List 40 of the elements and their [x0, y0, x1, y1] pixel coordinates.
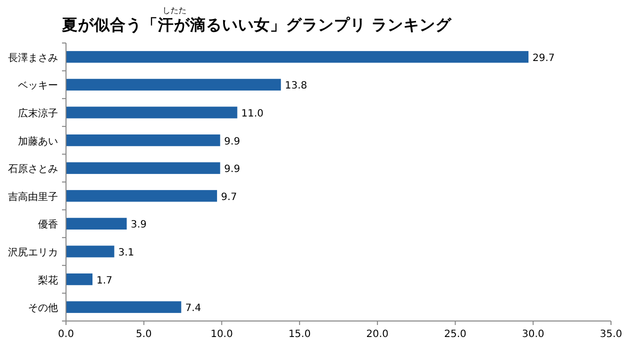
x-tick-label: 25.0 [444, 329, 466, 340]
x-tick-label: 15.0 [288, 329, 311, 340]
data-label: 9.9 [224, 136, 240, 148]
data-label: 13.8 [284, 80, 308, 92]
y-tick-label: 長澤まさみ [8, 52, 58, 64]
data-label: 9.7 [221, 192, 237, 203]
x-tick-label: 5.0 [136, 329, 152, 340]
bar [66, 273, 92, 286]
y-tick-label: 広末涼子 [18, 108, 58, 120]
y-tick-label: 加藤あい [18, 135, 58, 148]
y-tick-label: 石原さとみ [8, 164, 58, 176]
data-label: 3.9 [130, 220, 147, 231]
bar [66, 190, 218, 202]
chart-title: 夏が似合う「汗が滴るいい女」グランプリ ランキング [61, 16, 452, 34]
x-tick-label: 35.0 [600, 329, 622, 340]
data-label: 7.4 [185, 303, 202, 314]
x-tick-label: 10.0 [210, 329, 233, 340]
x-tick-label: 0.0 [58, 329, 74, 340]
data-label: 1.7 [96, 275, 112, 286]
data-label: 9.9 [224, 164, 240, 176]
bar [66, 301, 182, 313]
data-label: 29.7 [532, 52, 555, 64]
data-label: 3.1 [118, 248, 134, 258]
x-tick-label: 30.0 [522, 329, 544, 340]
x-tick-label: 20.0 [366, 329, 389, 340]
bar [66, 134, 220, 146]
y-tick-label: 梨花 [38, 274, 58, 286]
text: したた [162, 6, 187, 15]
bar [66, 246, 114, 258]
bar [66, 51, 528, 63]
bar [66, 218, 127, 230]
bar [66, 162, 220, 174]
y-tick-label: ベッキー [18, 80, 58, 92]
bar [66, 106, 238, 118]
data-label: 11.0 [241, 108, 264, 120]
y-tick-label: 沢尻エリカ [8, 246, 58, 258]
bar [66, 78, 281, 91]
y-tick-label: 吉高由里子 [8, 190, 58, 203]
y-tick-label: 優香 [38, 218, 58, 231]
y-tick-label: その他 [28, 302, 58, 314]
